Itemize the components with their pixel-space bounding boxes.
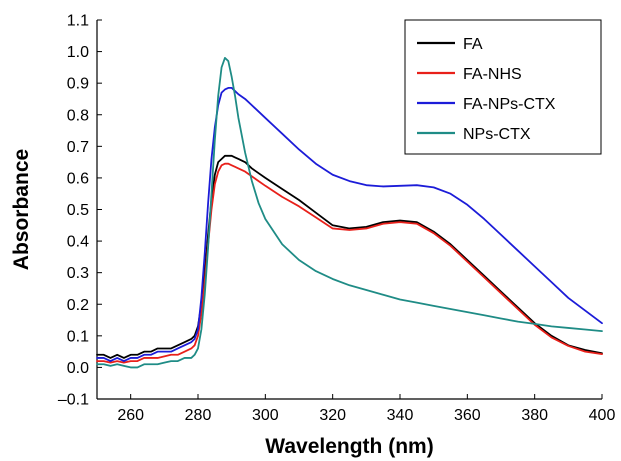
y-tick-label: 0.0 [67,360,89,377]
y-tick-label: 0.5 [67,202,89,219]
x-tick-label: 260 [117,407,144,424]
x-tick-label: 280 [185,407,212,424]
y-tick-label: 0.1 [67,328,89,345]
legend-label: FA-NPs-CTX [463,96,556,113]
series-lines [96,57,603,369]
y-tick-label: 1.1 [67,13,89,30]
legend-label: NPs-CTX [463,126,531,143]
legend: FA FA-NHS FA-NPs-CTX NPs-CTX [404,19,602,155]
y-axis-ticks: –0.1 0.0 0.1 0.2 0.3 0.4 0.5 0.6 0.7 0.8 0.9 1.0 1.1 [58,13,102,409]
y-axis-label: Absorbance [10,149,33,270]
x-tick-label: 400 [589,407,616,424]
y-tick-label: –0.1 [58,392,89,409]
x-axis-ticks: 260 280 300 320 340 360 380 400 [117,394,615,424]
x-tick-label: 300 [252,407,279,424]
series-line-fa-nhs [96,162,603,364]
y-tick-label: 1.0 [67,44,89,61]
series-line-fa [96,154,603,359]
x-tick-label: 360 [454,407,481,424]
y-tick-label: 0.7 [67,139,89,156]
series-line-nps-ctx [96,57,603,369]
x-tick-label: 320 [319,407,346,424]
legend-label: FA-NHS [463,66,522,83]
x-tick-label: 340 [387,407,414,424]
y-tick-label: 0.4 [67,234,89,251]
series-line-fa-nps-ctx [96,87,603,363]
y-tick-label: 0.3 [67,265,89,282]
legend-label: FA [463,36,483,53]
y-tick-label: 0.9 [67,76,89,93]
y-tick-label: 0.2 [67,297,89,314]
y-tick-label: 0.8 [67,107,89,124]
y-tick-label: 0.6 [67,170,89,187]
x-axis-label: Wavelength (nm) [265,435,433,458]
x-tick-label: 380 [521,407,548,424]
